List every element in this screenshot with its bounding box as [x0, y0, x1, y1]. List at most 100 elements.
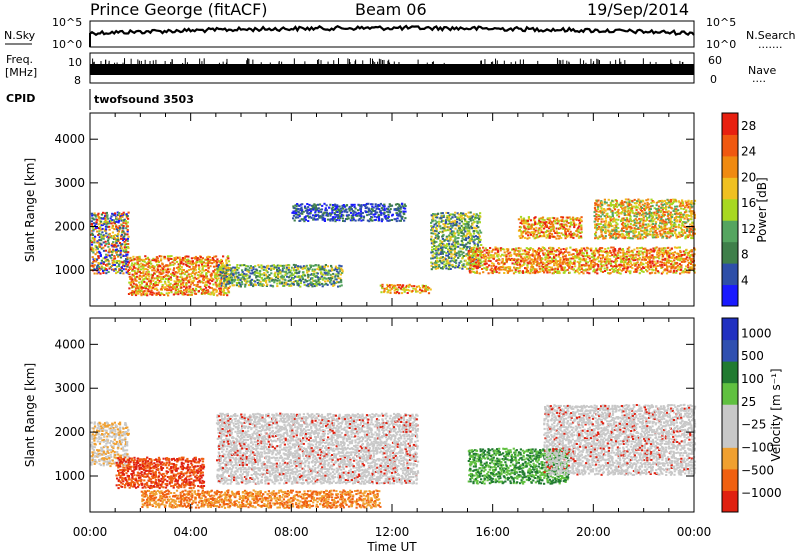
freq-tick-bottom: 8	[74, 74, 81, 87]
heatmap-cell	[626, 231, 629, 234]
heatmap-cell	[233, 271, 236, 274]
heatmap-cell	[333, 213, 337, 216]
heatmap-cell	[103, 221, 106, 223]
heatmap-cell	[460, 218, 463, 221]
heatmap-cell	[627, 266, 630, 269]
heatmap-cell	[212, 265, 216, 268]
heatmap-cell	[628, 204, 631, 207]
heatmap-cell	[624, 261, 627, 264]
heatmap-cell	[335, 214, 338, 216]
heatmap-cell	[296, 203, 299, 205]
heatmap-cell	[193, 272, 196, 275]
heatmap-cell	[223, 264, 226, 267]
heatmap-cell	[487, 254, 490, 257]
heatmap-cell	[190, 293, 193, 296]
heatmap-cell	[457, 245, 460, 248]
heatmap-cell	[636, 234, 639, 237]
heatmap-cell	[560, 269, 563, 272]
heatmap-cell	[147, 273, 150, 276]
heatmap-cell	[98, 217, 101, 220]
heatmap-cell	[611, 254, 614, 257]
heatmap-cell	[577, 267, 580, 270]
heatmap-cell	[483, 267, 486, 270]
heatmap-cell	[140, 286, 143, 289]
heatmap-cell	[360, 204, 363, 207]
heatmap-cell	[656, 265, 659, 267]
heatmap-cell	[199, 285, 202, 288]
heatmap-cell	[458, 253, 461, 256]
heatmap-cell	[605, 251, 608, 254]
heatmap-cell	[171, 261, 174, 264]
heatmap-cell	[111, 227, 114, 229]
heatmap-cell	[155, 259, 158, 262]
heatmap-cell	[194, 287, 197, 290]
heatmap-cell	[614, 211, 617, 214]
heatmap-cell	[580, 264, 583, 267]
heatmap-cell	[216, 275, 219, 278]
heatmap-cell	[127, 245, 130, 248]
heatmap-cell	[131, 268, 134, 271]
heatmap-cell	[433, 266, 436, 269]
heatmap-cell	[435, 255, 438, 258]
heatmap-cell	[620, 223, 624, 226]
heatmap-cell	[480, 231, 483, 234]
heatmap-cell	[125, 225, 128, 228]
heatmap-cell	[139, 290, 142, 293]
heatmap-cell	[301, 276, 304, 279]
heatmap-cell	[462, 212, 465, 215]
heatmap-cell	[205, 272, 208, 274]
heatmap-cell	[522, 252, 525, 255]
heatmap-cell	[446, 216, 449, 219]
heatmap-cell	[476, 266, 480, 269]
heatmap-cell	[535, 270, 538, 273]
heatmap-cell	[522, 222, 525, 225]
heatmap-cell	[213, 255, 216, 258]
heatmap-cell	[649, 272, 652, 275]
heatmap-cell	[661, 271, 665, 274]
heatmap-cell	[220, 260, 223, 262]
heatmap-cell	[518, 228, 521, 231]
heatmap-cell	[108, 254, 111, 257]
heatmap-cell	[612, 217, 615, 220]
heatmap-cell	[292, 267, 295, 270]
heatmap-cell	[493, 256, 496, 259]
heatmap-cell	[99, 226, 102, 229]
heatmap-cell	[168, 257, 171, 260]
heatmap-cell	[482, 271, 485, 274]
heatmap-cell	[457, 250, 460, 253]
heatmap-cell	[636, 213, 639, 215]
heatmap-cell	[450, 232, 453, 235]
heatmap-cell	[615, 221, 618, 224]
heatmap-cell	[185, 287, 188, 290]
heatmap-cell	[209, 265, 212, 268]
heatmap-cell	[110, 222, 113, 225]
heatmap-cell	[471, 223, 474, 226]
heatmap-cell	[123, 265, 126, 268]
heatmap-cell	[613, 270, 616, 273]
heatmap-cell	[593, 257, 596, 260]
heatmap-cell	[167, 281, 170, 284]
heatmap-cell	[443, 229, 446, 232]
heatmap-cell	[356, 212, 359, 215]
heatmap-cell	[556, 234, 559, 237]
heatmap-cell	[329, 281, 332, 283]
heatmap-cell	[131, 278, 134, 281]
heatmap-cell	[435, 240, 438, 243]
heatmap-cell	[472, 219, 475, 222]
heatmap-cell	[480, 249, 483, 252]
heatmap-cell	[595, 215, 598, 218]
heatmap-cell	[580, 224, 583, 227]
heatmap-cell	[577, 226, 580, 229]
heatmap-cell	[238, 285, 241, 288]
heatmap-cell	[465, 220, 468, 223]
heatmap-cell	[657, 271, 660, 274]
heatmap-cell	[138, 285, 141, 288]
heatmap-cell	[458, 222, 461, 225]
heatmap-cell	[152, 284, 155, 287]
heatmap-cell	[302, 218, 305, 221]
heatmap-cell	[571, 265, 574, 268]
heatmap-cell	[502, 268, 505, 271]
heatmap-cell	[534, 231, 537, 234]
heatmap-cell	[556, 248, 559, 251]
heatmap-cell	[285, 266, 289, 269]
